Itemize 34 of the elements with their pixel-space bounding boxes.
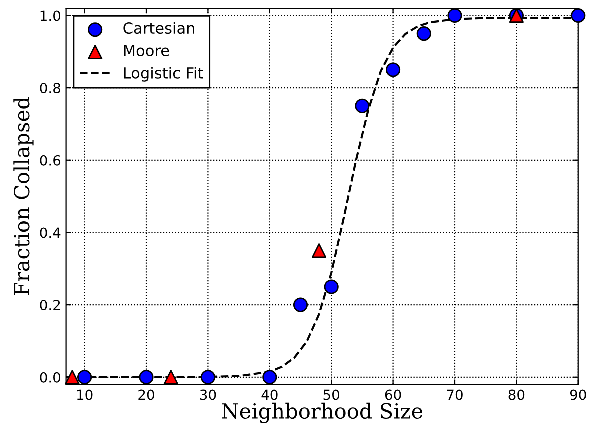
legend-label: Moore [124, 45, 170, 56]
y-tick-label: 0.6 [40, 155, 61, 166]
y-tick-label: 0.8 [40, 83, 60, 94]
point [416, 26, 432, 42]
y-axis-title: Fraction Collapsed [14, 97, 34, 296]
point [386, 62, 401, 78]
point [571, 8, 586, 24]
point [78, 370, 92, 385]
point [65, 370, 80, 385]
x-tick-label: 90 [570, 390, 586, 400]
point [355, 98, 370, 114]
x-axis-title: Neighborhood Size [222, 402, 423, 424]
legend-label: Cartesian [124, 22, 194, 34]
point [448, 8, 462, 24]
legend-label: Logistic Fit [124, 67, 204, 82]
point [200, 370, 216, 385]
x-tick-label: 10 [78, 390, 93, 400]
x-tick-label: 20 [138, 390, 154, 400]
x-tick-label: 60 [385, 390, 402, 400]
x-tick-label: 40 [262, 390, 278, 400]
x-tick-label: 50 [324, 390, 340, 400]
y-tick-label: 1.0 [40, 10, 61, 22]
x-tick-label: 80 [508, 390, 525, 400]
point [312, 244, 327, 258]
x-tick-label: 70 [447, 390, 463, 400]
y-tick-label: 0.0 [40, 372, 61, 383]
point [164, 370, 178, 385]
y-tick-label: 0.4 [40, 228, 61, 238]
x-tick-label: 30 [200, 390, 216, 400]
point [293, 298, 308, 312]
y-tick-label: 0.2 [40, 300, 60, 311]
point [139, 370, 154, 385]
point [324, 280, 339, 294]
point [262, 370, 278, 385]
